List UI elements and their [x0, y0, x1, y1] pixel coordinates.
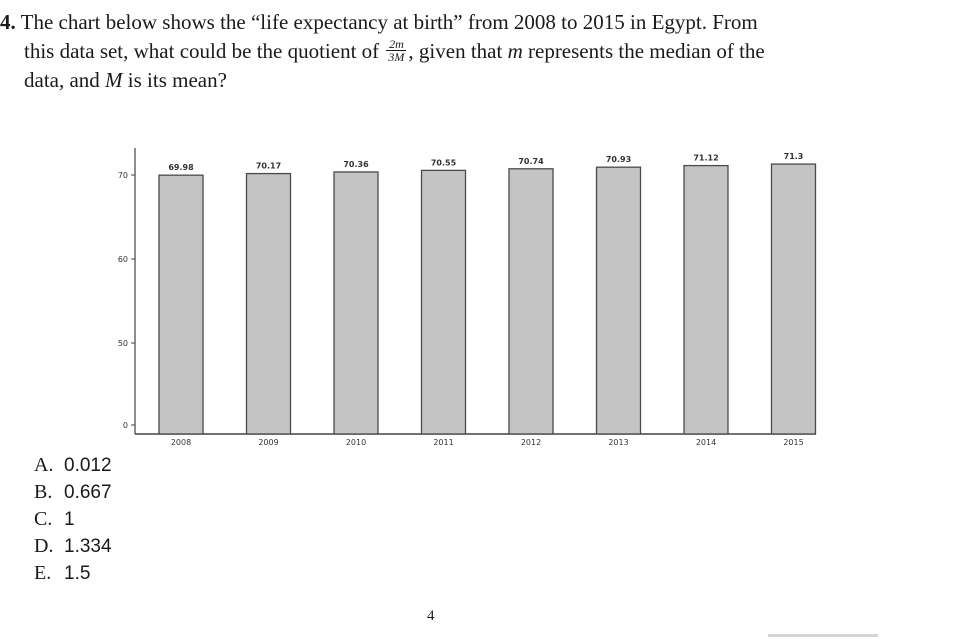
x-tick-label-2013: 2013: [608, 438, 628, 447]
choice-b-value: 0.667: [64, 482, 112, 503]
question-line-2: this data set, what could be the quotien…: [0, 37, 960, 66]
choice-e-letter: E.: [34, 562, 52, 584]
bar-value-label-2015: 71.3: [784, 152, 804, 161]
bar-2012: [508, 168, 554, 435]
question-line-1-text: The chart below shows the “life expectan…: [15, 10, 758, 34]
question-line-1: 4. The chart below shows the “life expec…: [0, 8, 960, 37]
bar-2008: [158, 174, 204, 435]
x-tick-label-2010: 2010: [346, 438, 366, 447]
question-line-2-mid: , given that: [408, 39, 508, 63]
choice-e-value: 1.5: [64, 563, 91, 584]
x-tick-label-2014: 2014: [696, 438, 716, 447]
bar-value-label-2012: 70.74: [518, 157, 544, 166]
bar-value-label-2013: 70.93: [606, 155, 631, 164]
choice-a-letter: A.: [34, 454, 54, 476]
x-tick-label-2012: 2012: [521, 438, 541, 447]
choice-b[interactable]: B. 0.667: [34, 479, 112, 506]
choice-a-value: 0.012: [64, 455, 112, 476]
bar-2011: [420, 169, 467, 435]
y-tick-label-0: 0: [123, 421, 128, 430]
fraction-denominator: 3M: [388, 49, 405, 64]
choice-c[interactable]: C. 1: [34, 506, 112, 533]
variable-m: m: [507, 39, 523, 63]
choice-d-value: 1.334: [64, 536, 112, 557]
bar-2014: [683, 164, 729, 435]
bar-2013: [595, 166, 642, 435]
bar-value-label-2008: 69.98: [168, 163, 194, 172]
bar-value-label-2010: 70.36: [343, 160, 369, 169]
choice-c-letter: C.: [34, 508, 53, 530]
answer-choices: A. 0.012 B. 0.667 C. 1 D. 1.334 E. 1.5: [34, 452, 112, 587]
bar-value-label-2014: 71.12: [693, 154, 718, 163]
question-line-2-end: represents the median of the: [522, 39, 765, 63]
question-line-3: data, and M is its mean?: [0, 66, 960, 95]
fraction-numerator: 2m: [386, 38, 407, 51]
scan-artifact-line: [768, 634, 878, 637]
y-tick-label-50: 50: [118, 339, 128, 348]
choice-e[interactable]: E. 1.5: [34, 560, 112, 587]
bar-value-label-2009: 70.17: [256, 162, 281, 171]
x-tick-label-2011: 2011: [433, 438, 453, 447]
x-tick-label-2015: 2015: [783, 438, 803, 447]
life-expectancy-bar-chart: 0 50 60 70 69.98 2008 70.17 2009 70.36 2010 70.55 2…: [118, 148, 817, 447]
question-text: 4. The chart below shows the “life expec…: [0, 8, 960, 95]
question-line-3-end: is its mean?: [122, 68, 227, 92]
x-tick-label-2008: 2008: [171, 438, 191, 447]
page-number: 4: [427, 608, 435, 624]
question-number: 4.: [0, 10, 16, 34]
question-line-3-start: data, and: [24, 68, 106, 92]
choice-d[interactable]: D. 1.334: [34, 533, 112, 560]
choice-d-letter: D.: [34, 535, 54, 557]
bar-2015: [770, 163, 817, 435]
choice-a[interactable]: A. 0.012: [34, 452, 112, 479]
y-tick-label-70: 70: [118, 171, 128, 180]
choice-c-value: 1: [64, 509, 75, 530]
fraction-2m-over-3M: 2m 3M: [386, 38, 407, 64]
bar-2009: [245, 172, 292, 435]
bar-value-label-2011: 70.55: [431, 158, 457, 167]
bar-2010: [333, 171, 379, 435]
x-tick-label-2009: 2009: [258, 438, 278, 447]
variable-M: M: [105, 68, 123, 92]
choice-b-letter: B.: [34, 481, 53, 503]
question-line-2-start: this data set, what could be the quotien…: [24, 39, 385, 63]
y-tick-label-60: 60: [118, 255, 128, 264]
